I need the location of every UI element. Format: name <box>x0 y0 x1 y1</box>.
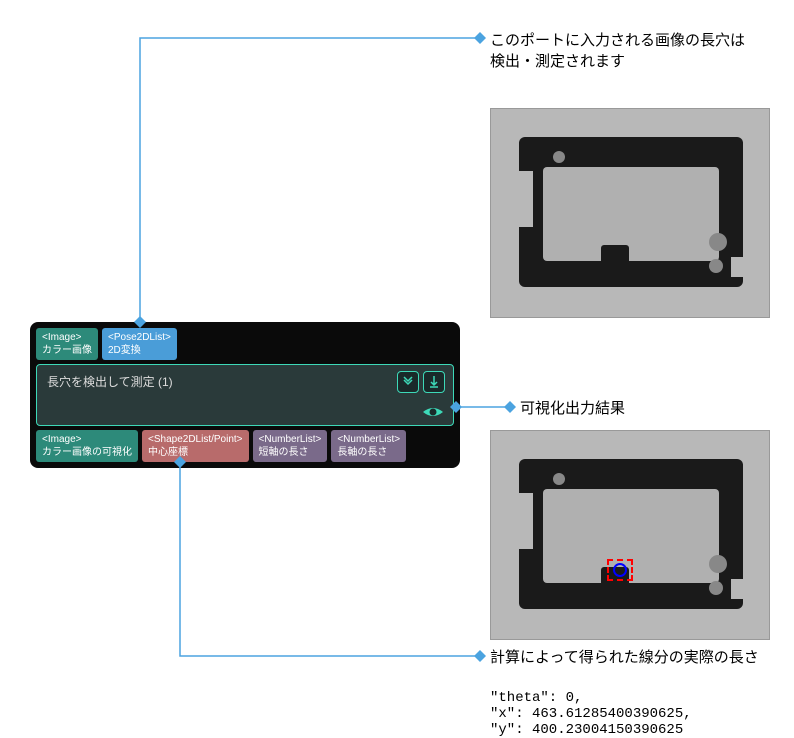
result-values: "theta": 0, "x": 463.61285400390625, "y"… <box>490 690 692 738</box>
input-port-image[interactable]: <Image> カラー画像 <box>36 328 98 360</box>
callout-viz-output: 可視化出力結果 <box>520 398 625 419</box>
output-port-center[interactable]: <Shape2DList/Point> 中心座標 <box>142 430 249 462</box>
output-port-image-viz[interactable]: <Image> カラー画像の可視化 <box>36 430 138 462</box>
port-type: <NumberList> <box>259 433 322 446</box>
input-image-thumbnail <box>490 108 770 318</box>
detection-overlay <box>607 559 633 581</box>
port-name: カラー画像 <box>42 344 92 357</box>
callout-input-port: このポートに入力される画像の長穴は検出・測定されます <box>490 30 750 72</box>
port-type: <NumberList> <box>337 433 400 446</box>
input-port-row: <Image> カラー画像 <Pose2DList> 2D変換 <box>36 328 454 360</box>
port-type: <Image> <box>42 433 132 446</box>
output-port-short-axis[interactable]: <NumberList> 短軸の長さ <box>253 430 328 462</box>
result-y: "y": 400.23004150390625 <box>490 722 692 738</box>
port-type: <Shape2DList/Point> <box>148 433 243 446</box>
port-type: <Pose2DList> <box>108 331 171 344</box>
arrange-icon[interactable] <box>397 371 419 393</box>
detect-slot-node: <Image> カラー画像 <Pose2DList> 2D変換 長穴を検出して測… <box>30 322 460 468</box>
result-x: "x": 463.61285400390625, <box>490 706 692 722</box>
output-port-row: <Image> カラー画像の可視化 <Shape2DList/Point> 中心… <box>36 430 454 462</box>
result-theta: "theta": 0, <box>490 690 692 706</box>
settings-icon[interactable] <box>423 371 445 393</box>
port-type: <Image> <box>42 331 92 344</box>
port-name: 中心座標 <box>148 446 243 459</box>
port-name: 短軸の長さ <box>259 446 322 459</box>
input-port-pose2dlist[interactable]: <Pose2DList> 2D変換 <box>102 328 177 360</box>
output-port-long-axis[interactable]: <NumberList> 長軸の長さ <box>331 430 406 462</box>
port-name: カラー画像の可視化 <box>42 446 132 459</box>
visualize-icon[interactable] <box>421 403 445 421</box>
node-toolbar <box>397 371 445 393</box>
callout-calc-result: 計算によって得られた線分の実際の長さ <box>490 647 760 668</box>
output-image-thumbnail <box>490 430 770 640</box>
port-name: 長軸の長さ <box>337 446 400 459</box>
port-name: 2D変換 <box>108 344 171 357</box>
node-body: 長穴を検出して測定 (1) <box>36 364 454 426</box>
node-title: 長穴を検出して測定 (1) <box>47 373 443 390</box>
